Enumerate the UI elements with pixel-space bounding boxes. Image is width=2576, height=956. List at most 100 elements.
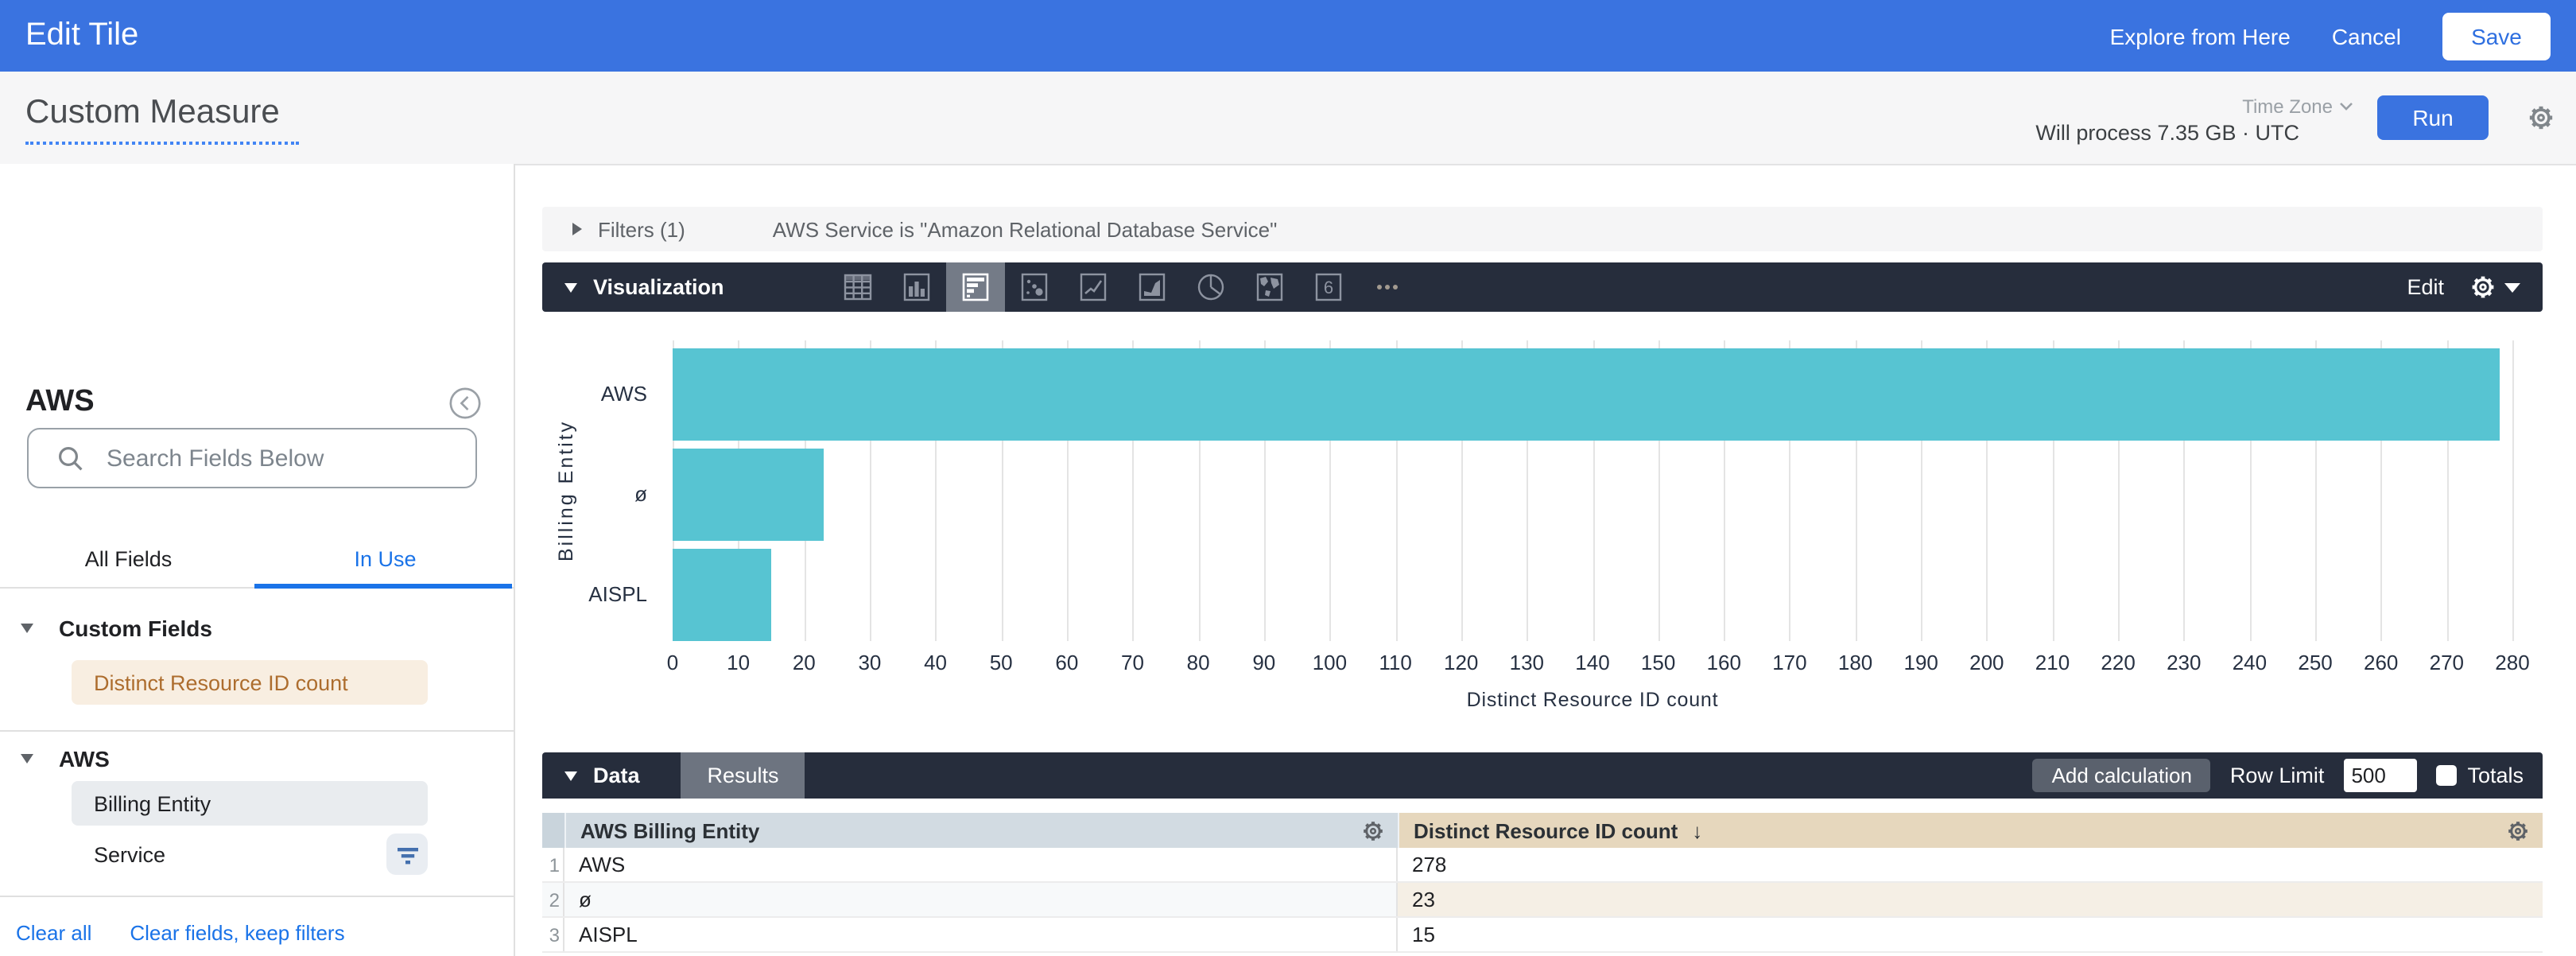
measure-cell[interactable]: 23 — [1398, 883, 2543, 916]
tab-in-use[interactable]: In Use — [354, 546, 417, 570]
field-distinct-resource-id-count[interactable]: Distinct Resource ID count — [72, 660, 428, 705]
field-service[interactable]: Service — [94, 832, 165, 876]
collapse-sidebar-icon[interactable] — [448, 387, 482, 428]
bar-AISPL[interactable] — [673, 548, 771, 640]
gridline — [1461, 340, 1463, 641]
column-chart-icon[interactable] — [888, 262, 947, 312]
gridline — [2512, 340, 2514, 641]
gridline — [1395, 340, 1398, 641]
results-tab[interactable]: Results — [681, 752, 805, 799]
category-label: AISPL — [588, 582, 647, 606]
line-chart-icon[interactable] — [1065, 262, 1123, 312]
table-chart-icon[interactable] — [829, 262, 888, 312]
collapse-arrow-icon — [21, 754, 33, 764]
gridline — [1329, 340, 1332, 641]
chevron-down-icon — [2504, 282, 2520, 292]
dimension-cell[interactable]: AISPL — [564, 918, 1398, 951]
x-tick-label: 280 — [2495, 651, 2530, 674]
column-gear-icon[interactable] — [2506, 818, 2530, 842]
x-tick-label: 210 — [2035, 651, 2070, 674]
service-filter-button[interactable] — [386, 834, 428, 875]
pie-chart-icon[interactable] — [1182, 262, 1241, 312]
scatter-chart-icon[interactable] — [1006, 262, 1065, 312]
bar-AWS[interactable] — [673, 348, 2500, 440]
x-tick-label: 70 — [1121, 651, 1144, 674]
x-tick-label: 260 — [2363, 651, 2399, 674]
explore-settings-gear-icon[interactable] — [2527, 103, 2555, 140]
expand-arrow-icon — [572, 223, 582, 235]
clear-fields-keep-filters-link[interactable]: Clear fields, keep filters — [130, 921, 345, 945]
field-label: Service — [94, 842, 166, 866]
cancel-button[interactable]: Cancel — [2331, 23, 2401, 49]
divider — [0, 730, 514, 732]
column-title: AWS Billing Entity — [580, 818, 760, 842]
collapse-arrow-icon[interactable] — [564, 771, 577, 780]
explore-from-here-link[interactable]: Explore from Here — [2109, 23, 2291, 49]
bar-ø[interactable] — [673, 448, 824, 540]
measure-column-header[interactable]: Distinct Resource ID count ↓ — [1399, 813, 2543, 848]
run-button[interactable]: Run — [2377, 95, 2489, 140]
gridline — [1789, 340, 1791, 641]
row-number: 1 — [542, 848, 564, 881]
page-title: Edit Tile — [25, 17, 139, 52]
x-tick-label: 20 — [792, 651, 816, 674]
process-size-text: Will process 7.35 GB · UTC — [2035, 121, 2299, 145]
row-number-header — [542, 813, 566, 848]
tab-all-fields[interactable]: All Fields — [84, 546, 173, 570]
divider — [0, 896, 514, 897]
gridline — [1593, 340, 1594, 641]
save-button[interactable]: Save — [2442, 12, 2551, 60]
x-tick-label: 90 — [1252, 651, 1276, 674]
row-limit-input[interactable] — [2343, 759, 2417, 792]
visualization-label: Visualization — [593, 275, 724, 299]
tile-title[interactable]: Custom Measure — [25, 94, 299, 145]
column-gear-icon[interactable] — [1361, 818, 1385, 842]
viz-settings-gear-icon[interactable] — [2469, 274, 2520, 301]
measure-cell[interactable]: 278 — [1412, 853, 1447, 876]
dimension-cell[interactable]: AWS — [564, 848, 1398, 881]
x-tick-label: 110 — [1379, 651, 1412, 674]
timezone-label: Time Zone — [2242, 95, 2333, 118]
x-tick-label: 250 — [2298, 651, 2333, 674]
data-label: Data — [593, 764, 640, 787]
more-viz-icon[interactable] — [1359, 262, 1418, 312]
totals-checkbox[interactable] — [2435, 765, 2457, 786]
field-billing-entity[interactable]: Billing Entity — [72, 781, 428, 826]
field-search — [27, 428, 477, 488]
clear-all-link[interactable]: Clear all — [16, 921, 92, 945]
bar-chart: Billing Entity AWS ø AISPL 0 10 20 30 40 50 60 70… — [542, 321, 2543, 740]
timezone-dropdown[interactable]: Time Zone — [2242, 95, 2353, 118]
measure-cell[interactable]: 15 — [1412, 923, 1435, 946]
map-chart-icon[interactable] — [1241, 262, 1300, 312]
area-chart-icon[interactable] — [1123, 262, 1182, 312]
dimension-cell[interactable]: ø — [564, 883, 1398, 916]
gridline — [1658, 340, 1660, 641]
single-value-icon[interactable]: 6 — [1300, 262, 1359, 312]
filters-section[interactable]: Filters (1) AWS Service is "Amazon Relat… — [542, 207, 2543, 251]
model-name: AWS — [25, 385, 95, 418]
table-row[interactable]: 1 AWS 278 — [542, 848, 2543, 883]
chart-xticks: 0 10 20 30 40 50 60 70 80 90 100 110 120 130 140 150 160… — [667, 651, 2530, 676]
viz-type-picker: 6 — [829, 262, 1418, 312]
gridline — [1986, 340, 1988, 641]
bar-chart-icon[interactable] — [946, 262, 1006, 312]
dimension-column-header[interactable]: AWS Billing Entity — [566, 813, 1399, 848]
gridline — [2183, 340, 2186, 641]
search-input[interactable] — [103, 443, 444, 473]
x-tick-label: 80 — [1186, 651, 1210, 674]
field-label: Billing Entity — [94, 791, 211, 815]
collapse-arrow-icon[interactable] — [564, 282, 577, 292]
x-tick-label: 130 — [1509, 651, 1545, 674]
add-calculation-button[interactable]: Add calculation — [2032, 759, 2211, 792]
table-row[interactable]: 2 ø 23 — [542, 883, 2543, 918]
x-tick-label: 40 — [924, 651, 948, 674]
aws-view-section-header[interactable]: AWS — [0, 743, 514, 775]
table-header-row: AWS Billing Entity Distinct Resource ID … — [542, 813, 2543, 848]
sort-desc-icon[interactable]: ↓ — [1692, 818, 1703, 842]
table-row[interactable]: 3 AISPL 15 — [542, 918, 2543, 953]
gridline — [1001, 340, 1003, 641]
custom-fields-section-header[interactable]: Custom Fields — [0, 612, 514, 644]
row-number: 3 — [542, 918, 564, 951]
viz-edit-button[interactable]: Edit — [2407, 275, 2444, 299]
